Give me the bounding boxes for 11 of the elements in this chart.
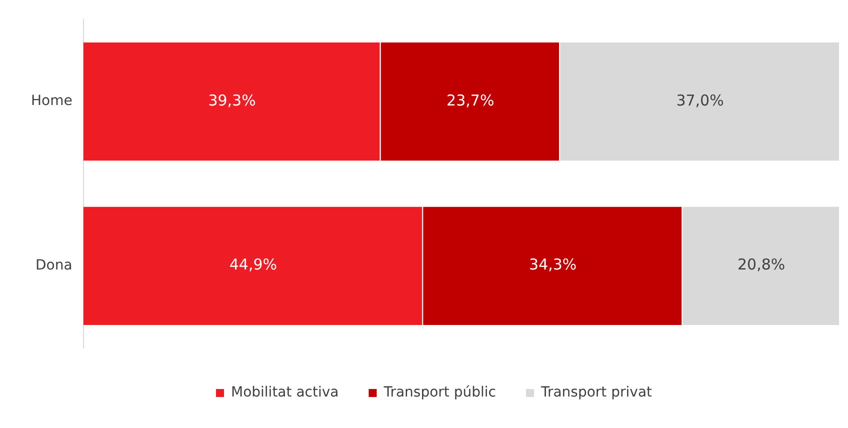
y-tick-label: Dona: [36, 257, 72, 274]
data-label: 44,9%: [229, 256, 278, 274]
legend-label: Transport públic: [382, 384, 496, 401]
y-tick-label: Home: [31, 93, 72, 110]
data-label: 37,0%: [676, 91, 724, 110]
data-label: 39,3%: [208, 91, 256, 110]
data-label: 20,8%: [737, 256, 786, 274]
data-label: 23,7%: [446, 91, 494, 110]
data-label: 34,3%: [529, 256, 577, 274]
legend-label: Transport privat: [540, 384, 653, 401]
legend-label: Mobilitat activa: [230, 384, 339, 401]
